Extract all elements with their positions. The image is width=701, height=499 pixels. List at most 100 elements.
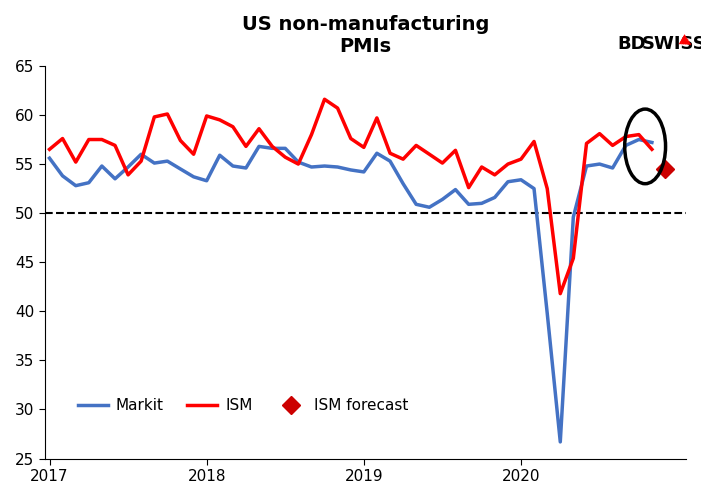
ISM: [163, 111, 172, 117]
ISM: [360, 144, 368, 150]
ISM: [46, 146, 54, 152]
Line: Markit: Markit: [50, 140, 652, 442]
Markit: [622, 142, 630, 148]
ISM: [543, 186, 552, 192]
Markit: [530, 186, 538, 192]
ISM: [491, 172, 499, 178]
ISM: [634, 132, 643, 138]
ISM: [465, 185, 473, 191]
Markit: [346, 167, 355, 173]
Line: ISM: ISM: [50, 99, 652, 293]
Markit: [97, 163, 106, 169]
ISM: [386, 150, 394, 156]
Markit: [399, 181, 407, 187]
Markit: [242, 165, 250, 171]
ISM: [477, 164, 486, 170]
Markit: [254, 143, 263, 149]
Markit: [412, 201, 421, 207]
ISM: [268, 143, 276, 149]
ISM: [504, 161, 512, 167]
ISM: [556, 290, 564, 296]
Markit: [504, 179, 512, 185]
ISM: [569, 255, 578, 261]
ISM: [346, 136, 355, 142]
Markit: [320, 163, 329, 169]
Markit: [229, 163, 237, 169]
Markit: [569, 214, 578, 220]
Markit: [281, 145, 290, 151]
Markit: [451, 187, 460, 193]
Markit: [556, 439, 564, 445]
ISM: [72, 159, 80, 165]
ISM: [137, 158, 145, 164]
Markit: [491, 195, 499, 201]
Markit: [634, 137, 643, 143]
ISM: [307, 132, 315, 138]
Markit: [307, 164, 315, 170]
ISM: [412, 142, 421, 148]
ISM: [595, 131, 604, 137]
Text: ▶: ▶: [678, 32, 695, 51]
ISM: [648, 146, 656, 152]
ISM: [203, 113, 211, 119]
ISM: [399, 156, 407, 162]
ISM: [622, 134, 630, 140]
ISM: [58, 136, 67, 142]
Markit: [215, 152, 224, 158]
Text: SWISS: SWISS: [641, 35, 701, 53]
Legend: Markit, ISM, ISM forecast: Markit, ISM, ISM forecast: [72, 392, 414, 420]
ISM: [451, 147, 460, 153]
Markit: [425, 204, 433, 210]
Markit: [163, 158, 172, 164]
ISM: [176, 138, 184, 144]
ISM: [124, 172, 132, 178]
ISM: [320, 96, 329, 102]
Markit: [58, 173, 67, 179]
Markit: [124, 164, 132, 170]
Markit: [438, 197, 447, 203]
ISM: [85, 137, 93, 143]
Markit: [176, 166, 184, 172]
ISM: [189, 151, 198, 157]
Markit: [543, 310, 552, 316]
ISM: [111, 142, 119, 148]
ISM: [334, 105, 342, 111]
Markit: [203, 178, 211, 184]
ISM: [294, 161, 303, 167]
Markit: [517, 177, 525, 183]
ISM: [583, 140, 591, 146]
Markit: [477, 200, 486, 206]
Text: BD: BD: [617, 35, 646, 53]
ISM: [150, 114, 158, 120]
Markit: [150, 160, 158, 166]
Markit: [648, 139, 656, 145]
Markit: [268, 145, 276, 151]
ISM: [517, 156, 525, 162]
Markit: [373, 150, 381, 156]
ISM: [254, 126, 263, 132]
Markit: [334, 164, 342, 170]
Title: US non-manufacturing
PMIs: US non-manufacturing PMIs: [242, 15, 489, 56]
Markit: [46, 155, 54, 161]
Markit: [85, 180, 93, 186]
Markit: [294, 159, 303, 165]
Markit: [111, 176, 119, 182]
ISM: [242, 143, 250, 149]
Markit: [137, 151, 145, 157]
ISM: [530, 139, 538, 145]
Markit: [386, 158, 394, 164]
Markit: [583, 163, 591, 169]
Markit: [608, 165, 617, 171]
ISM: [229, 124, 237, 130]
Markit: [72, 183, 80, 189]
ISM: [281, 154, 290, 160]
Markit: [595, 161, 604, 167]
Markit: [189, 174, 198, 180]
ISM: [608, 142, 617, 148]
ISM: [373, 115, 381, 121]
Markit: [360, 169, 368, 175]
ISM: [215, 117, 224, 123]
ISM: [438, 160, 447, 166]
ISM: [97, 137, 106, 143]
ISM: [425, 151, 433, 157]
